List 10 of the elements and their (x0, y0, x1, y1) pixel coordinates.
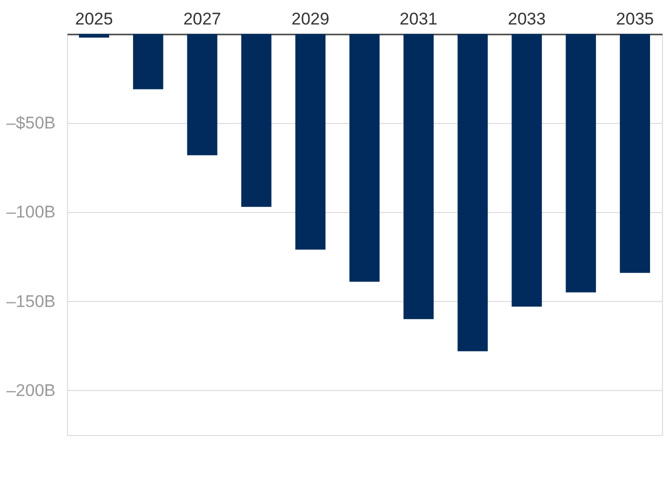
y-tick-label: –200B (6, 380, 56, 400)
x-tick-label: 2035 (616, 10, 654, 28)
y-tick-label: –150B (6, 292, 56, 311)
y-tick-label: –100B (6, 202, 56, 222)
x-tick-label: 2033 (508, 10, 546, 28)
x-tick-label: 2031 (400, 10, 438, 28)
x-tick-label: 2025 (75, 10, 113, 28)
x-tick-label: 2027 (183, 10, 222, 28)
x-tick-label: 2029 (291, 10, 330, 28)
y-tick-label: –$50B (6, 114, 56, 133)
